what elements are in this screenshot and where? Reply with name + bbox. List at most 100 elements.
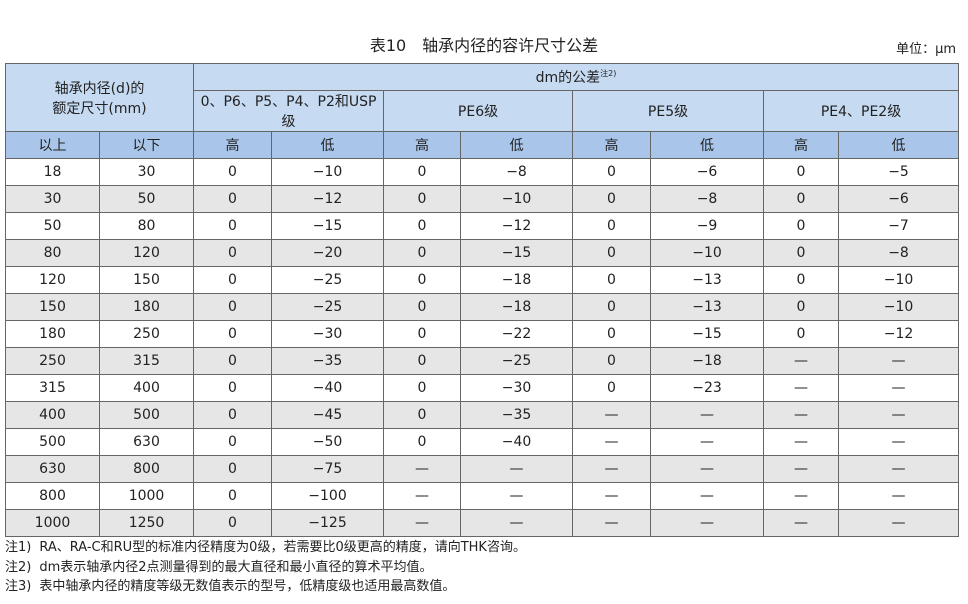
cell: — <box>650 482 765 510</box>
cell: — <box>838 482 960 510</box>
note-label: 注2) <box>5 559 32 575</box>
group-header: PE6级 <box>383 90 574 132</box>
note: 注2) dm表示轴承内径2点测量得到的最大直径和最小直径的算术平均值。 <box>5 558 526 578</box>
cell: 0 <box>763 293 840 321</box>
sub-header: 以上 <box>5 131 100 159</box>
cell: −10 <box>838 293 960 321</box>
cell: 250 <box>98 320 195 348</box>
cell: 0 <box>193 509 273 537</box>
cell: 0 <box>383 158 462 186</box>
dm-header: dm的公差注2) <box>193 63 960 91</box>
cell: 0 <box>193 428 273 456</box>
sub-header: 低 <box>271 131 385 159</box>
cell: −10 <box>460 185 574 213</box>
group-header: PE4、PE2级 <box>763 90 960 132</box>
sub-header: 高 <box>572 131 652 159</box>
cell: — <box>572 428 652 456</box>
cell: 30 <box>5 185 100 213</box>
cell: −15 <box>460 239 574 267</box>
size-header-line: 轴承内径(d)的 <box>54 80 145 97</box>
cell: 0 <box>763 239 840 267</box>
cell: 50 <box>98 185 195 213</box>
note: 注1) RA、RA-C和RU型的标准内径精度为0级，若需要比0级更高的精度，请向T… <box>5 538 526 558</box>
cell: — <box>838 401 960 429</box>
cell: — <box>383 455 462 483</box>
cell: 0 <box>383 185 462 213</box>
cell: 500 <box>98 401 195 429</box>
cell: −23 <box>650 374 765 402</box>
cell: 180 <box>98 293 195 321</box>
cell: 0 <box>572 239 652 267</box>
tolerance-table: 轴承内径(d)的 额定尺寸(mm) dm的公差注2) 0、P6、P5、P4、P2和… <box>4 63 960 537</box>
cell: −25 <box>460 347 574 375</box>
cell: — <box>763 455 840 483</box>
cell: 0 <box>572 293 652 321</box>
table-row: 500 630 0 −50 0 −40— — — — <box>5 428 960 456</box>
cell: — <box>383 482 462 510</box>
cell: — <box>460 509 574 537</box>
cell: −50 <box>271 428 385 456</box>
table-row: 80 120 0 −20 0 −15 0 −10 0 −8 <box>5 239 960 267</box>
cell: −15 <box>271 212 385 240</box>
cell: −9 <box>650 212 765 240</box>
cell: 0 <box>193 239 273 267</box>
table-row: 400 500 0 −45 0 −35— — — — <box>5 401 960 429</box>
cell: — <box>838 374 960 402</box>
cell: 80 <box>5 239 100 267</box>
cell: −8 <box>650 185 765 213</box>
cell: −45 <box>271 401 385 429</box>
cell: −20 <box>271 239 385 267</box>
cell: — <box>572 509 652 537</box>
cell: −10 <box>838 266 960 294</box>
cell: 1000 <box>5 509 100 537</box>
group-header: PE5级 <box>572 90 765 132</box>
table-row: 120 150 0 −25 0 −18 0 −13 0 −10 <box>5 266 960 294</box>
cell: 0 <box>572 320 652 348</box>
cell: −12 <box>838 320 960 348</box>
cell: 0 <box>763 266 840 294</box>
table-row: 1000 1250 0 −125— — — — — — <box>5 509 960 537</box>
cell: 0 <box>572 266 652 294</box>
cell: −6 <box>838 185 960 213</box>
cell: 0 <box>383 239 462 267</box>
cell: 0 <box>193 347 273 375</box>
cell: 0 <box>193 320 273 348</box>
cell: 0 <box>193 158 273 186</box>
cell: −8 <box>838 239 960 267</box>
table-row: 250 315 0 −35 0 −25 0 −18— — <box>5 347 960 375</box>
cell: −18 <box>460 293 574 321</box>
cell: 315 <box>5 374 100 402</box>
cell: — <box>838 509 960 537</box>
cell: — <box>763 401 840 429</box>
cell: 120 <box>5 266 100 294</box>
note: 注3) 表中轴承内径的精度等级无数值表示的型号，低精度级也适用最高数值。 <box>5 577 526 597</box>
cell: 0 <box>572 212 652 240</box>
cell: −7 <box>838 212 960 240</box>
table-row: 30 50 0 −12 0 −10 0 −8 0 −6 <box>5 185 960 213</box>
cell: 800 <box>5 482 100 510</box>
cell: 0 <box>763 212 840 240</box>
cell: 0 <box>383 212 462 240</box>
cell: — <box>838 428 960 456</box>
cell: 0 <box>383 374 462 402</box>
cell: 150 <box>98 266 195 294</box>
cell: 0 <box>193 185 273 213</box>
note-text: RA、RA-C和RU型的标准内径精度为0级，若需要比0级更高的精度，请向THK咨… <box>39 540 526 555</box>
cell: 30 <box>98 158 195 186</box>
cell: −30 <box>271 320 385 348</box>
cell: −12 <box>271 185 385 213</box>
cell: 150 <box>5 293 100 321</box>
cell: −6 <box>650 158 765 186</box>
table-row: 315 400 0 −40 0 −30 0 −23— — <box>5 374 960 402</box>
cell: 180 <box>5 320 100 348</box>
note-text: 表中轴承内径的精度等级无数值表示的型号，低精度级也适用最高数值。 <box>39 579 456 594</box>
cell: −18 <box>650 347 765 375</box>
cell: 0 <box>193 266 273 294</box>
notes: 注1) RA、RA-C和RU型的标准内径精度为0级，若需要比0级更高的精度，请向T… <box>5 538 526 597</box>
cell: −75 <box>271 455 385 483</box>
cell: — <box>650 455 765 483</box>
cell: −25 <box>271 293 385 321</box>
cell: 0 <box>763 320 840 348</box>
title: 表10 轴承内径的容许尺寸公差 <box>369 36 599 55</box>
